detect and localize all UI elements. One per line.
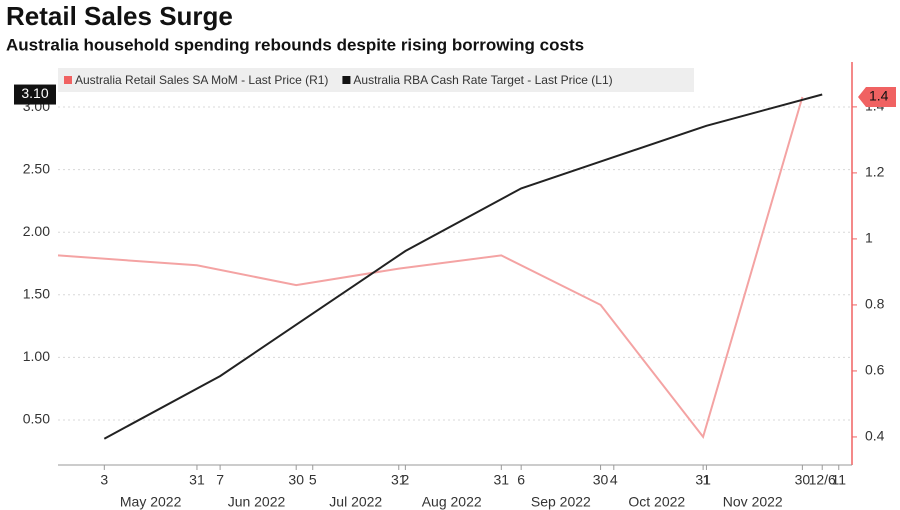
chart-title: Retail Sales Surge: [6, 1, 233, 31]
x-tick-label: 1: [703, 472, 711, 488]
x-month-label: Aug 2022: [422, 494, 482, 510]
y-tick-label: 1.50: [23, 285, 50, 301]
x-tick-label: 30: [795, 472, 811, 488]
y2-tick-label: 1.2: [865, 164, 885, 180]
x-tick-label: 3: [100, 472, 108, 488]
x-month-label: May 2022: [120, 494, 182, 510]
y-tick-label: 1.00: [23, 348, 50, 364]
x-tick-label: 31: [494, 472, 510, 488]
last-value-tag: [14, 84, 56, 105]
y2-tick-label: 0.8: [865, 296, 885, 312]
x-tick-label: 31: [695, 472, 711, 488]
legend-label: Australia Retail Sales SA MoM - Last Pri…: [75, 73, 328, 87]
x-tick-label: 31: [391, 472, 407, 488]
y-tick-label: 2.00: [23, 223, 50, 239]
last-value-label: 1.4: [869, 88, 889, 104]
x-month-label: Jun 2022: [228, 494, 286, 510]
x-tick-label: 30: [288, 472, 304, 488]
y2-tick-label: 0.6: [865, 362, 885, 378]
x-tick-label: 2: [401, 472, 409, 488]
legend-swatch: [64, 76, 72, 84]
last-value-tag: [858, 86, 896, 107]
last-value-label: 3.10: [21, 85, 48, 101]
chart-subtitle: Australia household spending rebounds de…: [6, 35, 584, 54]
x-tick-label: 4: [610, 472, 618, 488]
y-tick-label: 2.50: [23, 160, 50, 176]
x-month-label: Sep 2022: [531, 494, 591, 510]
legend-label: Australia RBA Cash Rate Target - Last Pr…: [353, 73, 612, 87]
y2-tick-label: 0.4: [865, 428, 885, 444]
y2-tick-label: 1: [865, 230, 873, 246]
x-month-label: Oct 2022: [628, 494, 685, 510]
x-tick-label: 30: [593, 472, 609, 488]
x-month-label: Jul 2022: [329, 494, 382, 510]
x-tick-label: 31: [189, 472, 205, 488]
series-line: [57, 96, 804, 440]
x-tick-label: 11: [831, 472, 846, 488]
legend-box: [58, 68, 694, 92]
x-tick-label: 7: [216, 472, 224, 488]
x-tick-label: 5: [309, 472, 317, 488]
x-tick-label: 12/6: [809, 472, 836, 488]
series-line: [103, 93, 823, 440]
x-month-label: Nov 2022: [723, 494, 783, 510]
x-tick-label: 6: [517, 472, 525, 488]
legend-swatch: [342, 76, 351, 84]
y-tick-label: 0.50: [23, 411, 50, 427]
